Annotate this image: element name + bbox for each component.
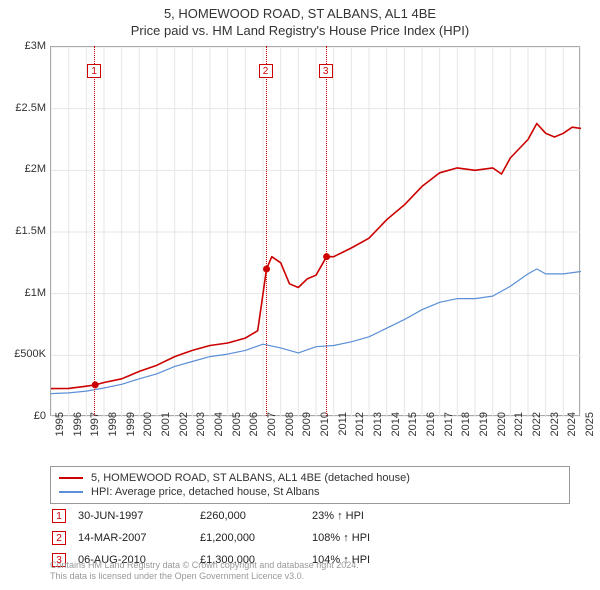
y-tick-label: £2.5M bbox=[2, 102, 46, 114]
x-tick-label: 1998 bbox=[107, 412, 119, 452]
x-tick-label: 2015 bbox=[407, 412, 419, 452]
marker-box: 3 bbox=[319, 64, 333, 78]
x-tick-label: 2017 bbox=[443, 412, 455, 452]
event-date: 14-MAR-2007 bbox=[78, 528, 198, 548]
x-tick-label: 2019 bbox=[478, 412, 490, 452]
legend-swatch-hpi bbox=[59, 491, 83, 493]
x-tick-label: 1997 bbox=[89, 412, 101, 452]
marker-box: 2 bbox=[259, 64, 273, 78]
x-tick-label: 2023 bbox=[549, 412, 561, 452]
footer-line1: Contains HM Land Registry data © Crown c… bbox=[50, 560, 359, 571]
event-vs-hpi: 23% ↑ HPI bbox=[312, 506, 380, 526]
y-tick-label: £1.5M bbox=[2, 225, 46, 237]
y-tick-label: £1M bbox=[2, 287, 46, 299]
chart-title: 5, HOMEWOOD ROAD, ST ALBANS, AL1 4BE bbox=[0, 6, 600, 21]
x-tick-label: 2009 bbox=[301, 412, 313, 452]
x-tick-label: 2025 bbox=[584, 412, 596, 452]
x-tick-label: 2001 bbox=[160, 412, 172, 452]
x-tick-label: 2021 bbox=[513, 412, 525, 452]
event-date: 30-JUN-1997 bbox=[78, 506, 198, 526]
x-tick-label: 2016 bbox=[425, 412, 437, 452]
legend-swatch-property bbox=[59, 477, 83, 479]
x-tick-label: 2014 bbox=[390, 412, 402, 452]
y-tick-label: £500K bbox=[2, 348, 46, 360]
x-tick-label: 2008 bbox=[284, 412, 296, 452]
x-tick-label: 1999 bbox=[125, 412, 137, 452]
x-tick-label: 2000 bbox=[142, 412, 154, 452]
x-tick-label: 2011 bbox=[337, 412, 349, 452]
event-row: 2 14-MAR-2007£1,200,000108% ↑ HPI bbox=[52, 528, 380, 548]
marker-line bbox=[94, 46, 95, 416]
event-price: £260,000 bbox=[200, 506, 310, 526]
x-tick-label: 2010 bbox=[319, 412, 331, 452]
x-tick-label: 2024 bbox=[566, 412, 578, 452]
x-tick-label: 2006 bbox=[248, 412, 260, 452]
x-tick-label: 2013 bbox=[372, 412, 384, 452]
legend-label-hpi: HPI: Average price, detached house, St A… bbox=[91, 486, 320, 498]
x-tick-label: 2020 bbox=[496, 412, 508, 452]
chart-svg bbox=[51, 47, 581, 417]
chart-plot-area bbox=[50, 46, 580, 416]
x-tick-label: 2002 bbox=[178, 412, 190, 452]
x-tick-label: 2007 bbox=[266, 412, 278, 452]
y-tick-label: £0 bbox=[2, 410, 46, 422]
event-marker-icon: 2 bbox=[52, 531, 66, 545]
marker-box: 1 bbox=[87, 64, 101, 78]
x-tick-label: 2012 bbox=[354, 412, 366, 452]
y-tick-label: £2M bbox=[2, 163, 46, 175]
y-tick-label: £3M bbox=[2, 40, 46, 52]
legend-box: 5, HOMEWOOD ROAD, ST ALBANS, AL1 4BE (de… bbox=[50, 466, 570, 504]
x-tick-label: 2005 bbox=[231, 412, 243, 452]
x-tick-label: 1995 bbox=[54, 412, 66, 452]
legend-label-property: 5, HOMEWOOD ROAD, ST ALBANS, AL1 4BE (de… bbox=[91, 472, 410, 484]
x-tick-label: 2004 bbox=[213, 412, 225, 452]
x-tick-label: 2003 bbox=[195, 412, 207, 452]
legend-row-property: 5, HOMEWOOD ROAD, ST ALBANS, AL1 4BE (de… bbox=[59, 471, 561, 485]
footer-attribution: Contains HM Land Registry data © Crown c… bbox=[50, 560, 359, 583]
marker-line bbox=[266, 46, 267, 416]
event-price: £1,200,000 bbox=[200, 528, 310, 548]
event-vs-hpi: 108% ↑ HPI bbox=[312, 528, 380, 548]
x-tick-label: 2018 bbox=[460, 412, 472, 452]
x-tick-label: 1996 bbox=[72, 412, 84, 452]
event-marker-icon: 1 bbox=[52, 509, 66, 523]
chart-subtitle: Price paid vs. HM Land Registry's House … bbox=[0, 23, 600, 38]
footer-line2: This data is licensed under the Open Gov… bbox=[50, 571, 359, 582]
legend-row-hpi: HPI: Average price, detached house, St A… bbox=[59, 485, 561, 499]
event-row: 1 30-JUN-1997£260,00023% ↑ HPI bbox=[52, 506, 380, 526]
marker-line bbox=[326, 46, 327, 416]
x-tick-label: 2022 bbox=[531, 412, 543, 452]
chart-header: 5, HOMEWOOD ROAD, ST ALBANS, AL1 4BE Pri… bbox=[0, 0, 600, 42]
